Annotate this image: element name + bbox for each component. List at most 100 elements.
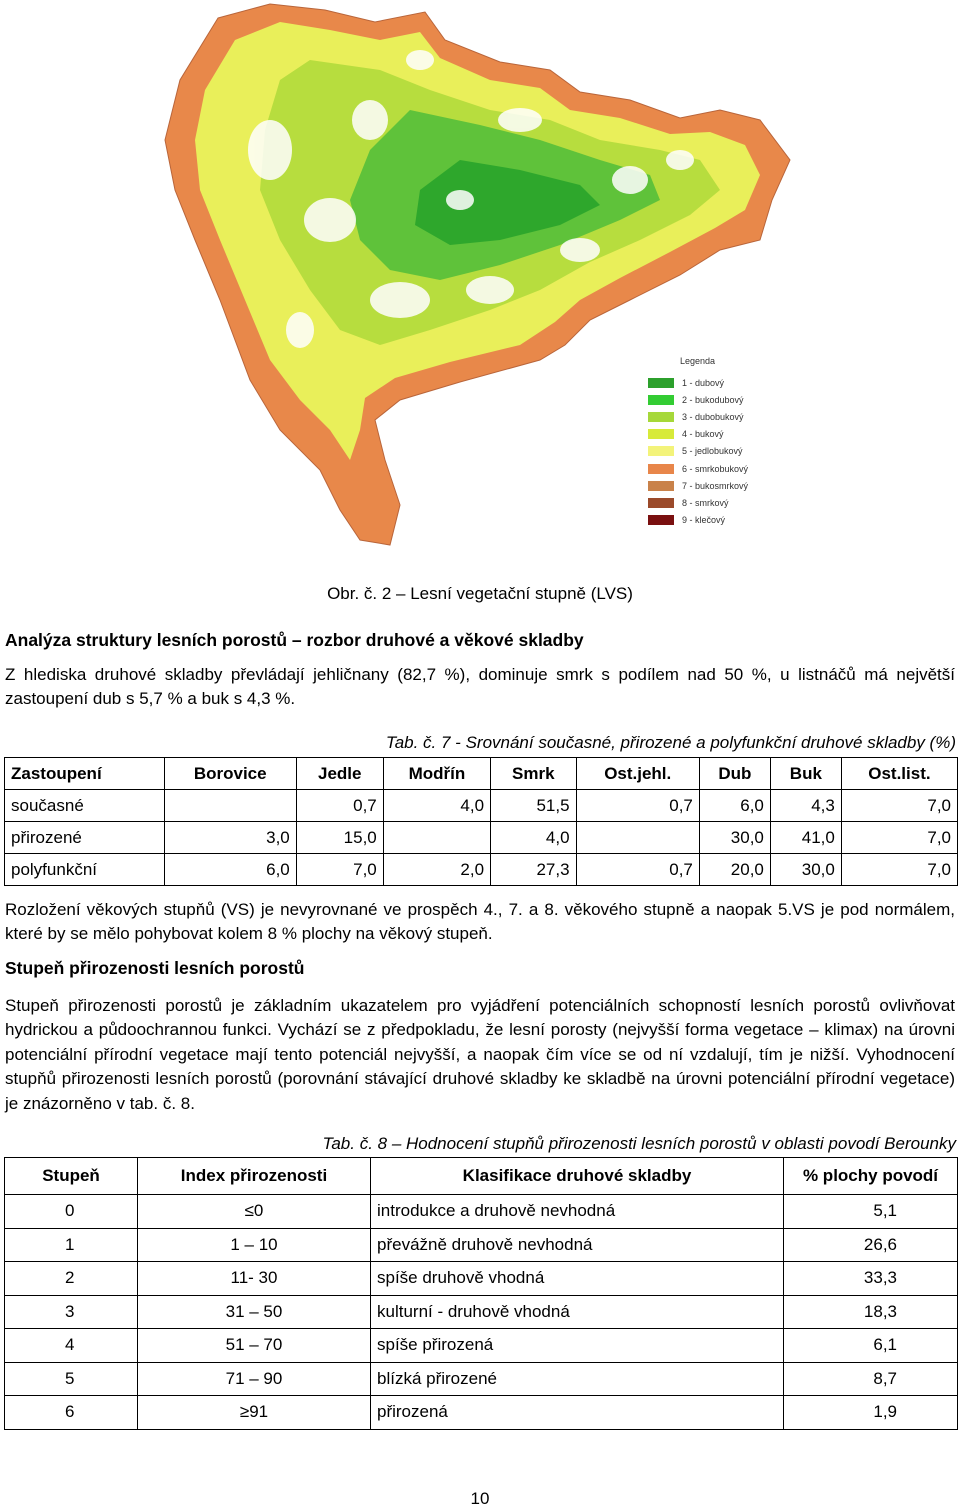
table-header-cell: Dub <box>698 757 771 790</box>
table-cell <box>382 821 492 854</box>
legend-swatch <box>648 480 674 491</box>
legend-label: 7 - bukosmrkový <box>682 480 749 491</box>
table-cell: 5,1 <box>783 1194 958 1229</box>
legend-item: 6 - smrkobukový <box>648 460 768 477</box>
table-header-cell: Ost.list. <box>840 757 959 790</box>
table-header-cell: Buk <box>769 757 842 790</box>
table-cell: polyfunkční <box>4 853 165 886</box>
table-cell: 30,0 <box>769 853 842 886</box>
table-cell: 4,0 <box>382 789 492 822</box>
section-heading: Analýza struktury lesních porostů – rozb… <box>5 630 584 650</box>
table-cell: 0,7 <box>575 853 700 886</box>
legend-item: 9 - klečový <box>648 512 768 529</box>
table-cell: spíše přirozená <box>370 1328 784 1363</box>
table-cell: 5 <box>4 1361 138 1396</box>
vegetation-map <box>160 0 800 560</box>
table-cell: introdukce a druhově nevhodná <box>370 1194 784 1229</box>
table-cell: 2 <box>4 1261 138 1296</box>
table-cell: 15,0 <box>295 821 384 854</box>
table-row: 6 ≥91 přirozená 1,9 <box>4 1395 958 1430</box>
figure-caption: Obr. č. 2 – Lesní vegetační stupně (LVS) <box>327 584 633 603</box>
legend-swatch <box>648 411 674 422</box>
table-row: polyfunkční 6,0 7,0 2,0 27,3 0,7 20,0 30… <box>4 853 959 886</box>
table-header-cell: Smrk <box>490 757 577 790</box>
table-row: současné 0,7 4,0 51,5 0,7 6,0 4,3 7,0 <box>4 789 959 822</box>
table-cell: 1,9 <box>783 1395 958 1430</box>
table-cell: 7,0 <box>295 853 384 886</box>
legend-swatch <box>648 377 674 388</box>
table-cell: blízká přirozené <box>370 1361 784 1396</box>
table-header-cell: Klasifikace druhové skladby <box>370 1157 784 1195</box>
table-header-row: Stupeň Index přirozenosti Klasifikace dr… <box>4 1157 958 1195</box>
table-cell: 30,0 <box>698 821 771 854</box>
legend-item: 5 - jedlobukový <box>648 443 768 460</box>
table-cell: 18,3 <box>783 1294 958 1329</box>
table-row: 1 1 – 10 převážně druhově nevhodná 26,6 <box>4 1227 958 1262</box>
table-cell <box>575 821 700 854</box>
legend-item: 3 - dubobukový <box>648 408 768 425</box>
table-cell: 33,3 <box>783 1261 958 1296</box>
table-header-cell: Stupeň <box>4 1157 138 1195</box>
legend-label: 5 - jedlobukový <box>682 446 743 457</box>
table-cell: 51 – 70 <box>137 1328 371 1363</box>
table-header-row: Zastoupení Borovice Jedle Modřín Smrk Os… <box>4 757 959 790</box>
table-cell: 4,0 <box>490 821 577 854</box>
table-cell: 3,0 <box>163 821 297 854</box>
table-cell: 4,3 <box>769 789 842 822</box>
table-row: 3 31 – 50 kulturní - druhově vhodná 18,3 <box>4 1294 958 1329</box>
page-number: 10 <box>470 1489 490 1508</box>
table-header-cell: Modřín <box>382 757 492 790</box>
table-cell: 20,0 <box>698 853 771 886</box>
table-caption: Tab. č. 7 - Srovnání současné, přirozené… <box>385 733 956 752</box>
table-cell: 11- 30 <box>137 1261 371 1296</box>
table-cell: 71 – 90 <box>137 1361 371 1396</box>
table-cell <box>163 789 297 822</box>
legend-item: 8 - smrkový <box>648 494 768 511</box>
legend-label: 4 - bukový <box>682 429 724 440</box>
legend-label: 6 - smrkobukový <box>682 463 749 474</box>
table-cell: přirozená <box>370 1395 784 1430</box>
table-cell: 26,6 <box>783 1227 958 1262</box>
table-cell: kulturní - druhově vhodná <box>370 1294 784 1329</box>
table-cell: 3 <box>4 1294 138 1329</box>
table-header-cell: Ost.jehl. <box>575 757 700 790</box>
legend-item: 1 - dubový <box>648 374 768 391</box>
map-nonforest-patches <box>248 50 694 348</box>
table-cell: 6,0 <box>698 789 771 822</box>
table-header-cell: Index přirozenosti <box>137 1157 371 1195</box>
table-header-cell: Jedle <box>295 757 384 790</box>
paragraph: Rozložení věkových stupňů (VS) je nevyro… <box>5 900 955 943</box>
table-cell: přirozené <box>4 821 165 854</box>
legend-label: 9 - klečový <box>682 515 726 526</box>
section-heading: Stupeň přirozenosti lesních porostů <box>5 958 305 978</box>
table-row: přirozené 3,0 15,0 4,0 30,0 41,0 7,0 <box>4 821 959 854</box>
legend-swatch <box>648 394 674 405</box>
table-cell: 1 – 10 <box>137 1227 371 1262</box>
legend-label: 1 - dubový <box>682 377 725 388</box>
table-cell: 6,1 <box>783 1328 958 1363</box>
table-header-cell: Borovice <box>163 757 297 790</box>
table-cell: 31 – 50 <box>137 1294 371 1329</box>
legend-swatch <box>648 515 674 526</box>
table-cell: 27,3 <box>490 853 577 886</box>
paragraph: Z hlediska druhové skladby převládají je… <box>5 665 955 708</box>
table-header-cell: Zastoupení <box>4 757 165 790</box>
table-cell: 6,0 <box>163 853 297 886</box>
legend-item: 7 - bukosmrkový <box>648 477 768 494</box>
table-cell: 51,5 <box>490 789 577 822</box>
table-cell: současné <box>4 789 165 822</box>
table-cell: 6 <box>4 1395 138 1430</box>
table-cell: 8,7 <box>783 1361 958 1396</box>
table-cell: spíše druhově vhodná <box>370 1261 784 1296</box>
table-row: 2 11- 30 spíše druhově vhodná 33,3 <box>4 1261 958 1296</box>
table-cell: 0,7 <box>575 789 700 822</box>
legend-swatch <box>648 497 674 508</box>
map-legend: Legenda 1 - dubový 2 - bukodubový 3 - du… <box>648 356 768 529</box>
legend-item: 4 - bukový <box>648 426 768 443</box>
table-cell: převážně druhově nevhodná <box>370 1227 784 1262</box>
table-cell: 0,7 <box>295 789 384 822</box>
table-cell: 7,0 <box>840 853 959 886</box>
paragraph: Stupeň přirozenosti porostů je základním… <box>5 996 955 1113</box>
table-row: 4 51 – 70 spíše přirozená 6,1 <box>4 1328 958 1363</box>
legend-swatch <box>648 463 674 474</box>
